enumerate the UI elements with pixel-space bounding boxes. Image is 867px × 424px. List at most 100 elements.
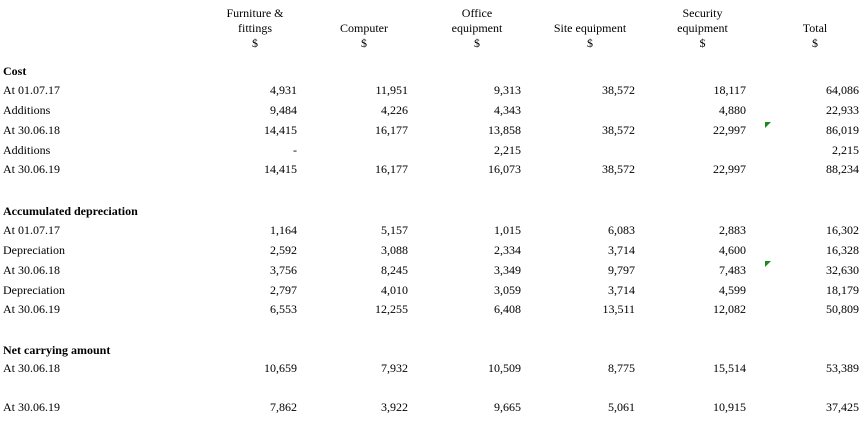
cell-furniture: - bbox=[293, 143, 297, 157]
row-label: At 01.07.17 bbox=[3, 83, 60, 97]
cell-office-equipment: 1,015 bbox=[494, 223, 521, 237]
cell-security-equipment: 7,483 bbox=[719, 263, 746, 277]
cell-site-equipment: 8,775 bbox=[608, 361, 635, 375]
cell-security-equipment: 12,082 bbox=[713, 302, 746, 316]
section-accumulated-depreciation: Accumulated depreciation bbox=[0, 204, 867, 222]
cell-site-equipment: 5,061 bbox=[608, 400, 635, 414]
cell-office-equipment: 3,349 bbox=[494, 263, 521, 277]
cell-furniture: 2,797 bbox=[270, 283, 297, 297]
cell-security-equipment: 4,599 bbox=[719, 283, 746, 297]
cell-office-equipment: 10,509 bbox=[488, 361, 521, 375]
row-label: At 30.06.19 bbox=[3, 302, 60, 316]
section-net-carrying-amount: Net carrying amount bbox=[0, 343, 867, 361]
col-header-computer: Computer $ bbox=[340, 21, 388, 50]
row-label: At 30.06.19 bbox=[3, 162, 60, 176]
cell-site-equipment: 3,714 bbox=[608, 283, 635, 297]
section-cost: Cost bbox=[0, 64, 867, 82]
cell-office-equipment: 9,313 bbox=[494, 83, 521, 97]
cell-office-equipment: 2,334 bbox=[494, 243, 521, 257]
cell-furniture: 1,164 bbox=[270, 223, 297, 237]
cell-site-equipment: 13,511 bbox=[602, 302, 635, 316]
row-label: At 30.06.18 bbox=[3, 361, 60, 375]
col-header-office-equipment: Office equipment $ bbox=[451, 6, 503, 50]
cell-office-equipment: 3,059 bbox=[494, 283, 521, 297]
cell-computer: 7,932 bbox=[381, 361, 408, 375]
cell-office-equipment: 16,073 bbox=[488, 162, 521, 176]
row-label: At 30.06.18 bbox=[3, 123, 60, 137]
cell-total: 16,302 bbox=[826, 223, 859, 237]
cell-total: 22,933 bbox=[826, 103, 859, 117]
table-row: At 01.07.17 1,164 5,157 1,015 6,083 2,88… bbox=[0, 223, 867, 241]
row-label: At 01.07.17 bbox=[3, 223, 60, 237]
cell-computer: 8,245 bbox=[381, 263, 408, 277]
cell-computer: 16,177 bbox=[375, 162, 408, 176]
cell-furniture: 4,931 bbox=[270, 83, 297, 97]
table-row: At 30.06.19 7,862 3,922 9,665 5,061 10,9… bbox=[0, 400, 867, 418]
cell-total: 53,389 bbox=[826, 361, 859, 375]
cell-security-equipment: 18,117 bbox=[713, 83, 746, 97]
section-label: Accumulated depreciation bbox=[3, 204, 138, 218]
cell-site-equipment: 38,572 bbox=[602, 83, 635, 97]
cell-total: 50,809 bbox=[826, 302, 859, 316]
cell-computer: 3,922 bbox=[381, 400, 408, 414]
cell-office-equipment: 13,858 bbox=[488, 123, 521, 137]
cell-total: 18,179 bbox=[826, 283, 859, 297]
table-row: At 30.06.18 10,659 7,932 10,509 8,775 15… bbox=[0, 361, 867, 379]
row-label: Additions bbox=[3, 103, 51, 117]
col-header-total: Total $ bbox=[802, 21, 828, 50]
cell-total: 16,328 bbox=[826, 243, 859, 257]
cell-furniture: 14,415 bbox=[264, 162, 297, 176]
cell-security-equipment: 22,997 bbox=[713, 123, 746, 137]
cell-furniture: 14,415 bbox=[264, 123, 297, 137]
cell-office-equipment: 4,343 bbox=[494, 103, 521, 117]
section-label: Net carrying amount bbox=[3, 343, 111, 357]
cell-site-equipment: 38,572 bbox=[602, 162, 635, 176]
cell-total: 64,086 bbox=[826, 83, 859, 97]
comment-indicator-icon[interactable] bbox=[765, 261, 771, 267]
table-row: Additions 9,484 4,226 4,343 4,880 22,933 bbox=[0, 103, 867, 121]
cell-security-equipment: 4,880 bbox=[719, 103, 746, 117]
cell-office-equipment: 9,665 bbox=[494, 400, 521, 414]
col-header-site-equipment: Site equipment $ bbox=[553, 21, 627, 50]
cell-office-equipment: 6,408 bbox=[494, 302, 521, 316]
table-row: At 30.06.18 3,756 8,245 3,349 9,797 7,48… bbox=[0, 263, 867, 281]
cell-furniture: 10,659 bbox=[264, 361, 297, 375]
cell-total: 86,019 bbox=[826, 123, 859, 137]
row-label: At 30.06.18 bbox=[3, 263, 60, 277]
row-label: Depreciation bbox=[3, 283, 65, 297]
cell-computer: 16,177 bbox=[375, 123, 408, 137]
col-header-security-equipment: Security equipment $ bbox=[677, 6, 728, 50]
cell-computer: 3,088 bbox=[381, 243, 408, 257]
cell-computer: 4,226 bbox=[381, 103, 408, 117]
cell-furniture: 6,553 bbox=[270, 302, 297, 316]
cell-total: 2,215 bbox=[832, 143, 859, 157]
row-label: Additions bbox=[3, 143, 51, 157]
row-label: Depreciation bbox=[3, 243, 65, 257]
table-row: At 01.07.17 4,931 11,951 9,313 38,572 18… bbox=[0, 83, 867, 101]
cell-site-equipment: 9,797 bbox=[608, 263, 635, 277]
row-label: At 30.06.19 bbox=[3, 400, 60, 414]
cell-security-equipment: 15,514 bbox=[713, 361, 746, 375]
cell-security-equipment: 4,600 bbox=[719, 243, 746, 257]
cell-site-equipment: 6,083 bbox=[608, 223, 635, 237]
cell-security-equipment: 10,915 bbox=[713, 400, 746, 414]
cell-security-equipment: 22,997 bbox=[713, 162, 746, 176]
table-row: Depreciation 2,797 4,010 3,059 3,714 4,5… bbox=[0, 283, 867, 301]
cell-site-equipment: 3,714 bbox=[608, 243, 635, 257]
table-row: At 30.06.19 14,415 16,177 16,073 38,572 … bbox=[0, 162, 867, 180]
comment-indicator-icon[interactable] bbox=[765, 122, 771, 128]
cell-furniture: 7,862 bbox=[270, 400, 297, 414]
cell-site-equipment: 38,572 bbox=[602, 123, 635, 137]
cell-computer: 12,255 bbox=[375, 302, 408, 316]
cell-computer: 11,951 bbox=[375, 83, 408, 97]
table-row: At 30.06.18 14,415 16,177 13,858 38,572 … bbox=[0, 123, 867, 141]
cell-computer: 4,010 bbox=[381, 283, 408, 297]
table-row: Depreciation 2,592 3,088 2,334 3,714 4,6… bbox=[0, 243, 867, 261]
col-header-furniture: Furniture & fittings $ bbox=[226, 6, 284, 50]
cell-total: 37,425 bbox=[826, 400, 859, 414]
cell-furniture: 3,756 bbox=[270, 263, 297, 277]
cell-computer: 5,157 bbox=[381, 223, 408, 237]
cell-security-equipment: 2,883 bbox=[719, 223, 746, 237]
table-row: At 30.06.19 6,553 12,255 6,408 13,511 12… bbox=[0, 302, 867, 320]
cell-furniture: 2,592 bbox=[270, 243, 297, 257]
